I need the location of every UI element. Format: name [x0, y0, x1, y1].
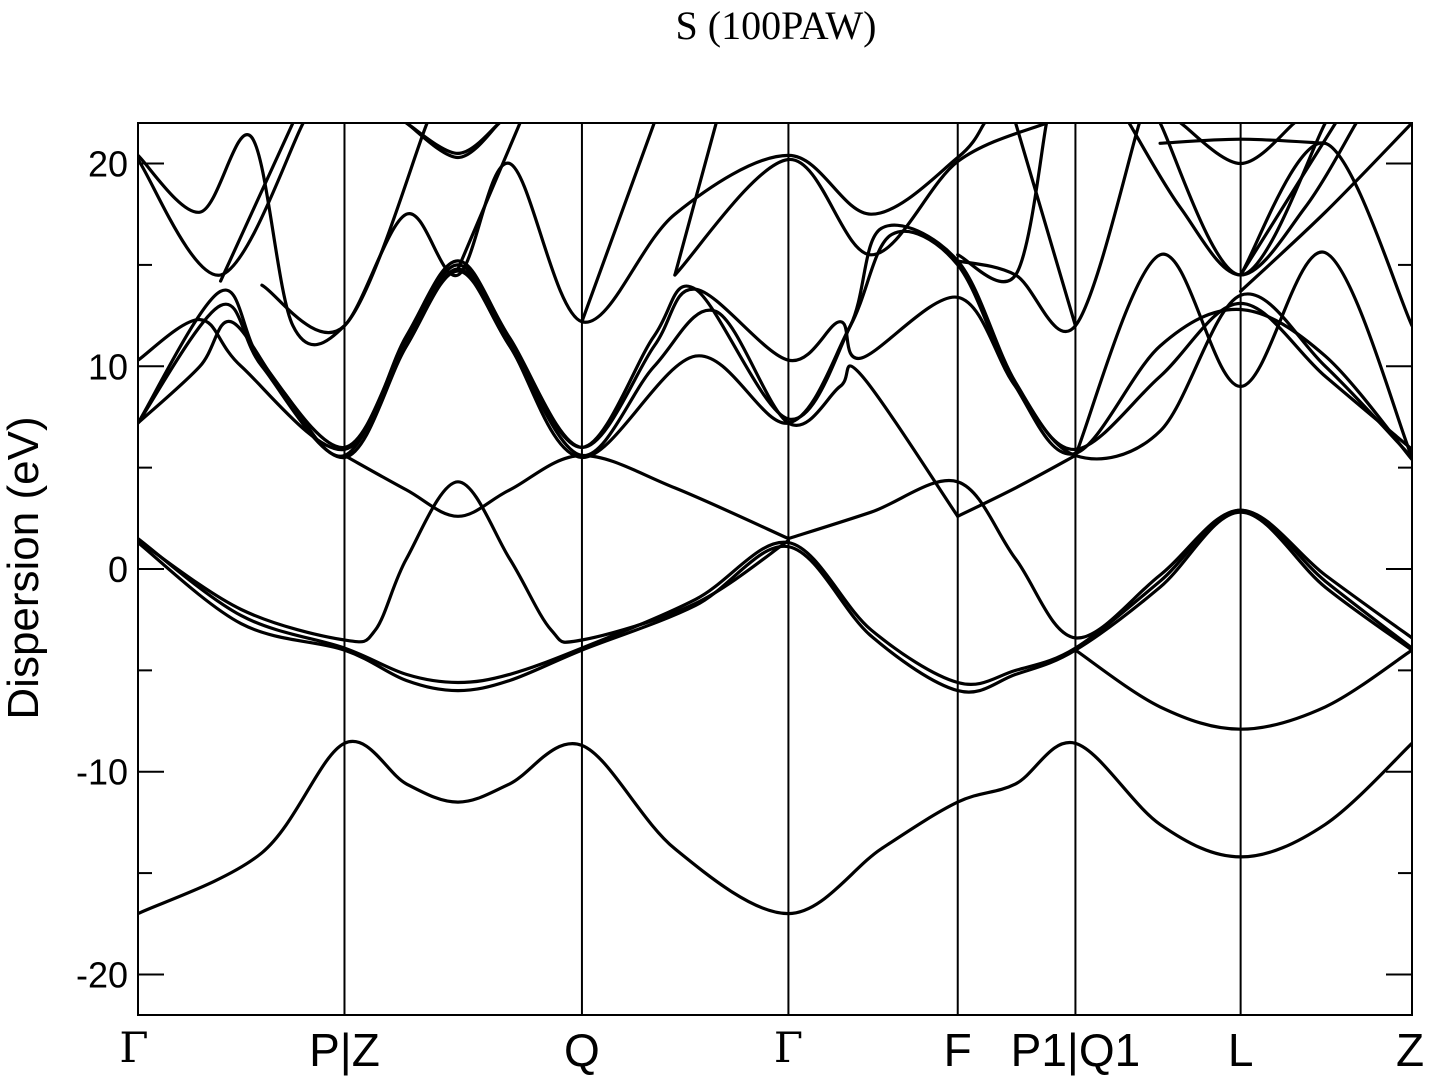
band-line-16	[260, 123, 429, 335]
kpoint-separators	[343, 123, 1242, 1015]
band-line-0	[138, 739, 1412, 916]
band-line-8	[138, 267, 960, 518]
band-line-21	[673, 123, 1049, 277]
band-line-1	[1073, 648, 1412, 731]
band-line-12	[1073, 250, 1412, 460]
kpoint-label: L	[1228, 1024, 1254, 1076]
band-line-28	[1158, 137, 1327, 145]
band-line-25	[1014, 123, 1077, 328]
band-line-24	[956, 123, 1049, 284]
axis-labels: -20 -10 0 10 20 Γ P|Z Q Γ F P1|Q1 L Z	[76, 144, 1424, 1076]
band-lines	[138, 123, 1412, 916]
band-line-22	[673, 123, 718, 277]
band-line-11	[138, 229, 1412, 462]
plot-frame	[137, 122, 1413, 1016]
band-line-15	[219, 123, 295, 283]
band-line-7	[956, 453, 1077, 518]
band-line-32	[1239, 123, 1338, 277]
band-line-6	[342, 453, 790, 541]
band-line-20	[580, 123, 656, 324]
y-axis-ticks	[138, 162, 1412, 976]
band-line-9	[138, 259, 1412, 452]
kpoint-label: Z	[1396, 1024, 1424, 1076]
y-tick-label: -10	[76, 752, 128, 793]
y-tick-label: 20	[88, 144, 128, 185]
kpoint-label: P1|Q1	[1011, 1024, 1141, 1076]
band-line-18	[404, 123, 501, 160]
band-line-5	[786, 478, 1412, 640]
band-line-3	[138, 510, 1412, 694]
y-tick-label: -20	[76, 954, 128, 995]
band-line-26	[1158, 123, 1327, 277]
band-line-30	[1239, 141, 1412, 328]
band-line-23	[956, 123, 1141, 334]
y-tick-label: 10	[88, 346, 128, 387]
band-line-19	[456, 123, 522, 271]
band-line-4	[138, 480, 790, 644]
kpoint-label: Γ	[774, 1023, 803, 1072]
band-line-10	[138, 223, 1412, 461]
y-tick-label: 0	[108, 549, 128, 590]
kpoint-label: P|Z	[309, 1024, 380, 1076]
kpoint-label: Q	[564, 1024, 600, 1076]
band-line-29	[1179, 123, 1296, 166]
kpoint-label: Γ	[119, 1023, 148, 1072]
chart-title: S (100PAW)	[675, 3, 877, 48]
band-line-2	[138, 508, 1412, 686]
band-line-14	[138, 123, 305, 277]
kpoint-label: F	[944, 1024, 972, 1076]
band-line-31	[1239, 123, 1412, 293]
